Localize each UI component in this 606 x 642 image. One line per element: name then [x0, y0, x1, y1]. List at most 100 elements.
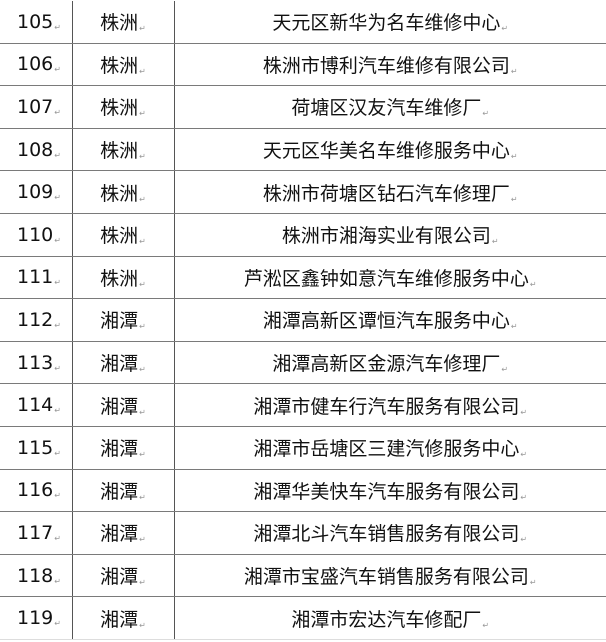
city-cell: 湘潭 — [72, 341, 175, 385]
row-number-text: 105 — [17, 11, 61, 33]
city-cell: 株洲 — [72, 128, 175, 172]
company-name-cell: 湘潭高新区金源汽车修理厂 — [174, 341, 606, 385]
city-cell-text: 湘潭 — [100, 481, 146, 503]
company-name-cell-text: 湘潭高新区金源汽车修理厂 — [272, 353, 508, 375]
company-name-cell: 湘潭市宏达汽车修配厂 — [174, 596, 606, 640]
city-cell-text: 湘潭 — [100, 566, 146, 588]
city-cell-text: 湘潭 — [100, 310, 146, 332]
city-cell-text: 株洲 — [100, 140, 146, 162]
city-cell: 湘潭 — [72, 596, 175, 640]
row-number: 108 — [0, 128, 73, 172]
row-number: 105 — [0, 1, 73, 44]
table-row: 114 湘潭 湘潭市健车行汽车服务有限公司 — [0, 383, 606, 427]
city-cell: 株洲 — [72, 213, 175, 257]
row-number: 110 — [0, 213, 73, 257]
table-row: 107 株洲 荷塘区汉友汽车维修厂 — [0, 85, 606, 129]
table-row: 106 株洲 株洲市博利汽车维修有限公司 — [0, 43, 606, 87]
company-name-cell-text: 湘潭市宏达汽车修配厂 — [291, 609, 489, 631]
row-number: 117 — [0, 511, 73, 555]
city-cell: 湘潭 — [72, 469, 175, 513]
row-number: 107 — [0, 85, 73, 129]
city-cell-text: 湘潭 — [100, 438, 146, 460]
city-cell-text: 湘潭 — [100, 609, 146, 631]
table-row: 117 湘潭 湘潭北斗汽车销售服务有限公司 — [0, 511, 606, 555]
city-cell-text: 株洲 — [100, 268, 146, 290]
company-name-cell: 荷塘区汉友汽车维修厂 — [174, 85, 606, 129]
company-name-cell-text: 湘潭北斗汽车销售服务有限公司 — [253, 523, 527, 545]
row-number-text: 107 — [17, 96, 61, 118]
company-name-cell: 天元区新华为名车维修中心 — [174, 1, 606, 44]
city-cell-text: 株洲 — [100, 225, 146, 247]
company-name-cell: 湘潭市岳塘区三建汽修服务中心 — [174, 426, 606, 470]
table-row: 116 湘潭 湘潭华美快车汽车服务有限公司 — [0, 469, 606, 513]
company-name-cell-text: 株洲市荷塘区钻石汽车修理厂 — [263, 183, 518, 205]
company-name-cell-text: 荷塘区汉友汽车维修厂 — [291, 97, 489, 119]
row-number: 119 — [0, 596, 73, 640]
city-cell: 株洲 — [72, 43, 175, 87]
company-name-cell-text: 湘潭市岳塘区三建汽修服务中心 — [253, 438, 527, 460]
row-number-text: 113 — [17, 352, 61, 374]
row-number-text: 119 — [17, 607, 61, 629]
company-name-cell: 湘潭高新区谭恒汽车服务中心 — [174, 298, 606, 342]
city-cell-text: 湘潭 — [100, 353, 146, 375]
company-name-cell: 湘潭北斗汽车销售服务有限公司 — [174, 511, 606, 555]
table-row: 113 湘潭 湘潭高新区金源汽车修理厂 — [0, 341, 606, 385]
company-name-cell-text: 天元区新华为名车维修中心 — [272, 12, 508, 34]
company-name-cell: 株洲市荷塘区钻石汽车修理厂 — [174, 170, 606, 214]
company-name-cell: 湘潭市健车行汽车服务有限公司 — [174, 383, 606, 427]
table-row: 115 湘潭 湘潭市岳塘区三建汽修服务中心 — [0, 426, 606, 470]
row-number: 111 — [0, 256, 73, 300]
city-cell: 湘潭 — [72, 511, 175, 555]
table-row: 118 湘潭 湘潭市宝盛汽车销售服务有限公司 — [0, 554, 606, 598]
company-name-cell: 株洲市湘海实业有限公司 — [174, 213, 606, 257]
city-cell: 株洲 — [72, 256, 175, 300]
row-number: 118 — [0, 554, 73, 598]
row-number: 109 — [0, 170, 73, 214]
company-name-cell-text: 天元区华美名车维修服务中心 — [263, 140, 518, 162]
city-cell: 湘潭 — [72, 426, 175, 470]
row-number-text: 118 — [17, 565, 61, 587]
row-number-text: 110 — [17, 224, 61, 246]
company-name-cell-text: 湘潭高新区谭恒汽车服务中心 — [263, 310, 518, 332]
company-name-cell: 湘潭华美快车汽车服务有限公司 — [174, 469, 606, 513]
company-name-cell-text: 芦淞区鑫钟如意汽车维修服务中心 — [244, 268, 537, 290]
company-name-cell: 天元区华美名车维修服务中心 — [174, 128, 606, 172]
table-row: 112 湘潭 湘潭高新区谭恒汽车服务中心 — [0, 298, 606, 342]
table-row: 119 湘潭 湘潭市宏达汽车修配厂 — [0, 596, 606, 640]
city-cell: 湘潭 — [72, 298, 175, 342]
city-cell: 株洲 — [72, 1, 175, 44]
row-number-text: 115 — [17, 437, 61, 459]
row-number-text: 108 — [17, 139, 61, 161]
row-number-text: 116 — [17, 479, 61, 501]
row-number: 116 — [0, 469, 73, 513]
company-name-cell: 株洲市博利汽车维修有限公司 — [174, 43, 606, 87]
row-number: 106 — [0, 43, 73, 87]
city-cell-text: 株洲 — [100, 97, 146, 119]
row-number: 115 — [0, 426, 73, 470]
company-name-cell-text: 湘潭市健车行汽车服务有限公司 — [253, 396, 527, 418]
row-number: 113 — [0, 341, 73, 385]
company-name-cell-text: 湘潭华美快车汽车服务有限公司 — [253, 481, 527, 503]
city-cell: 株洲 — [72, 85, 175, 129]
row-number: 114 — [0, 383, 73, 427]
row-number-text: 111 — [17, 266, 61, 288]
city-cell-text: 株洲 — [100, 55, 146, 77]
city-cell: 湘潭 — [72, 383, 175, 427]
company-name-cell-text: 株洲市湘海实业有限公司 — [282, 225, 499, 247]
company-name-cell-text: 株洲市博利汽车维修有限公司 — [263, 55, 518, 77]
city-cell: 湘潭 — [72, 554, 175, 598]
table-row: 109 株洲 株洲市荷塘区钻石汽车修理厂 — [0, 170, 606, 214]
city-cell-text: 株洲 — [100, 183, 146, 205]
company-name-cell: 芦淞区鑫钟如意汽车维修服务中心 — [174, 256, 606, 300]
row-number-text: 112 — [17, 309, 61, 331]
company-name-cell: 湘潭市宝盛汽车销售服务有限公司 — [174, 554, 606, 598]
row-number-text: 117 — [17, 522, 61, 544]
row-number-text: 109 — [17, 181, 61, 203]
company-name-cell-text: 湘潭市宝盛汽车销售服务有限公司 — [244, 566, 537, 588]
table-row: 105 株洲 天元区新华为名车维修中心 — [0, 1, 606, 44]
row-number-text: 106 — [17, 53, 61, 75]
row-number: 112 — [0, 298, 73, 342]
table-row: 110 株洲 株洲市湘海实业有限公司 — [0, 213, 606, 257]
